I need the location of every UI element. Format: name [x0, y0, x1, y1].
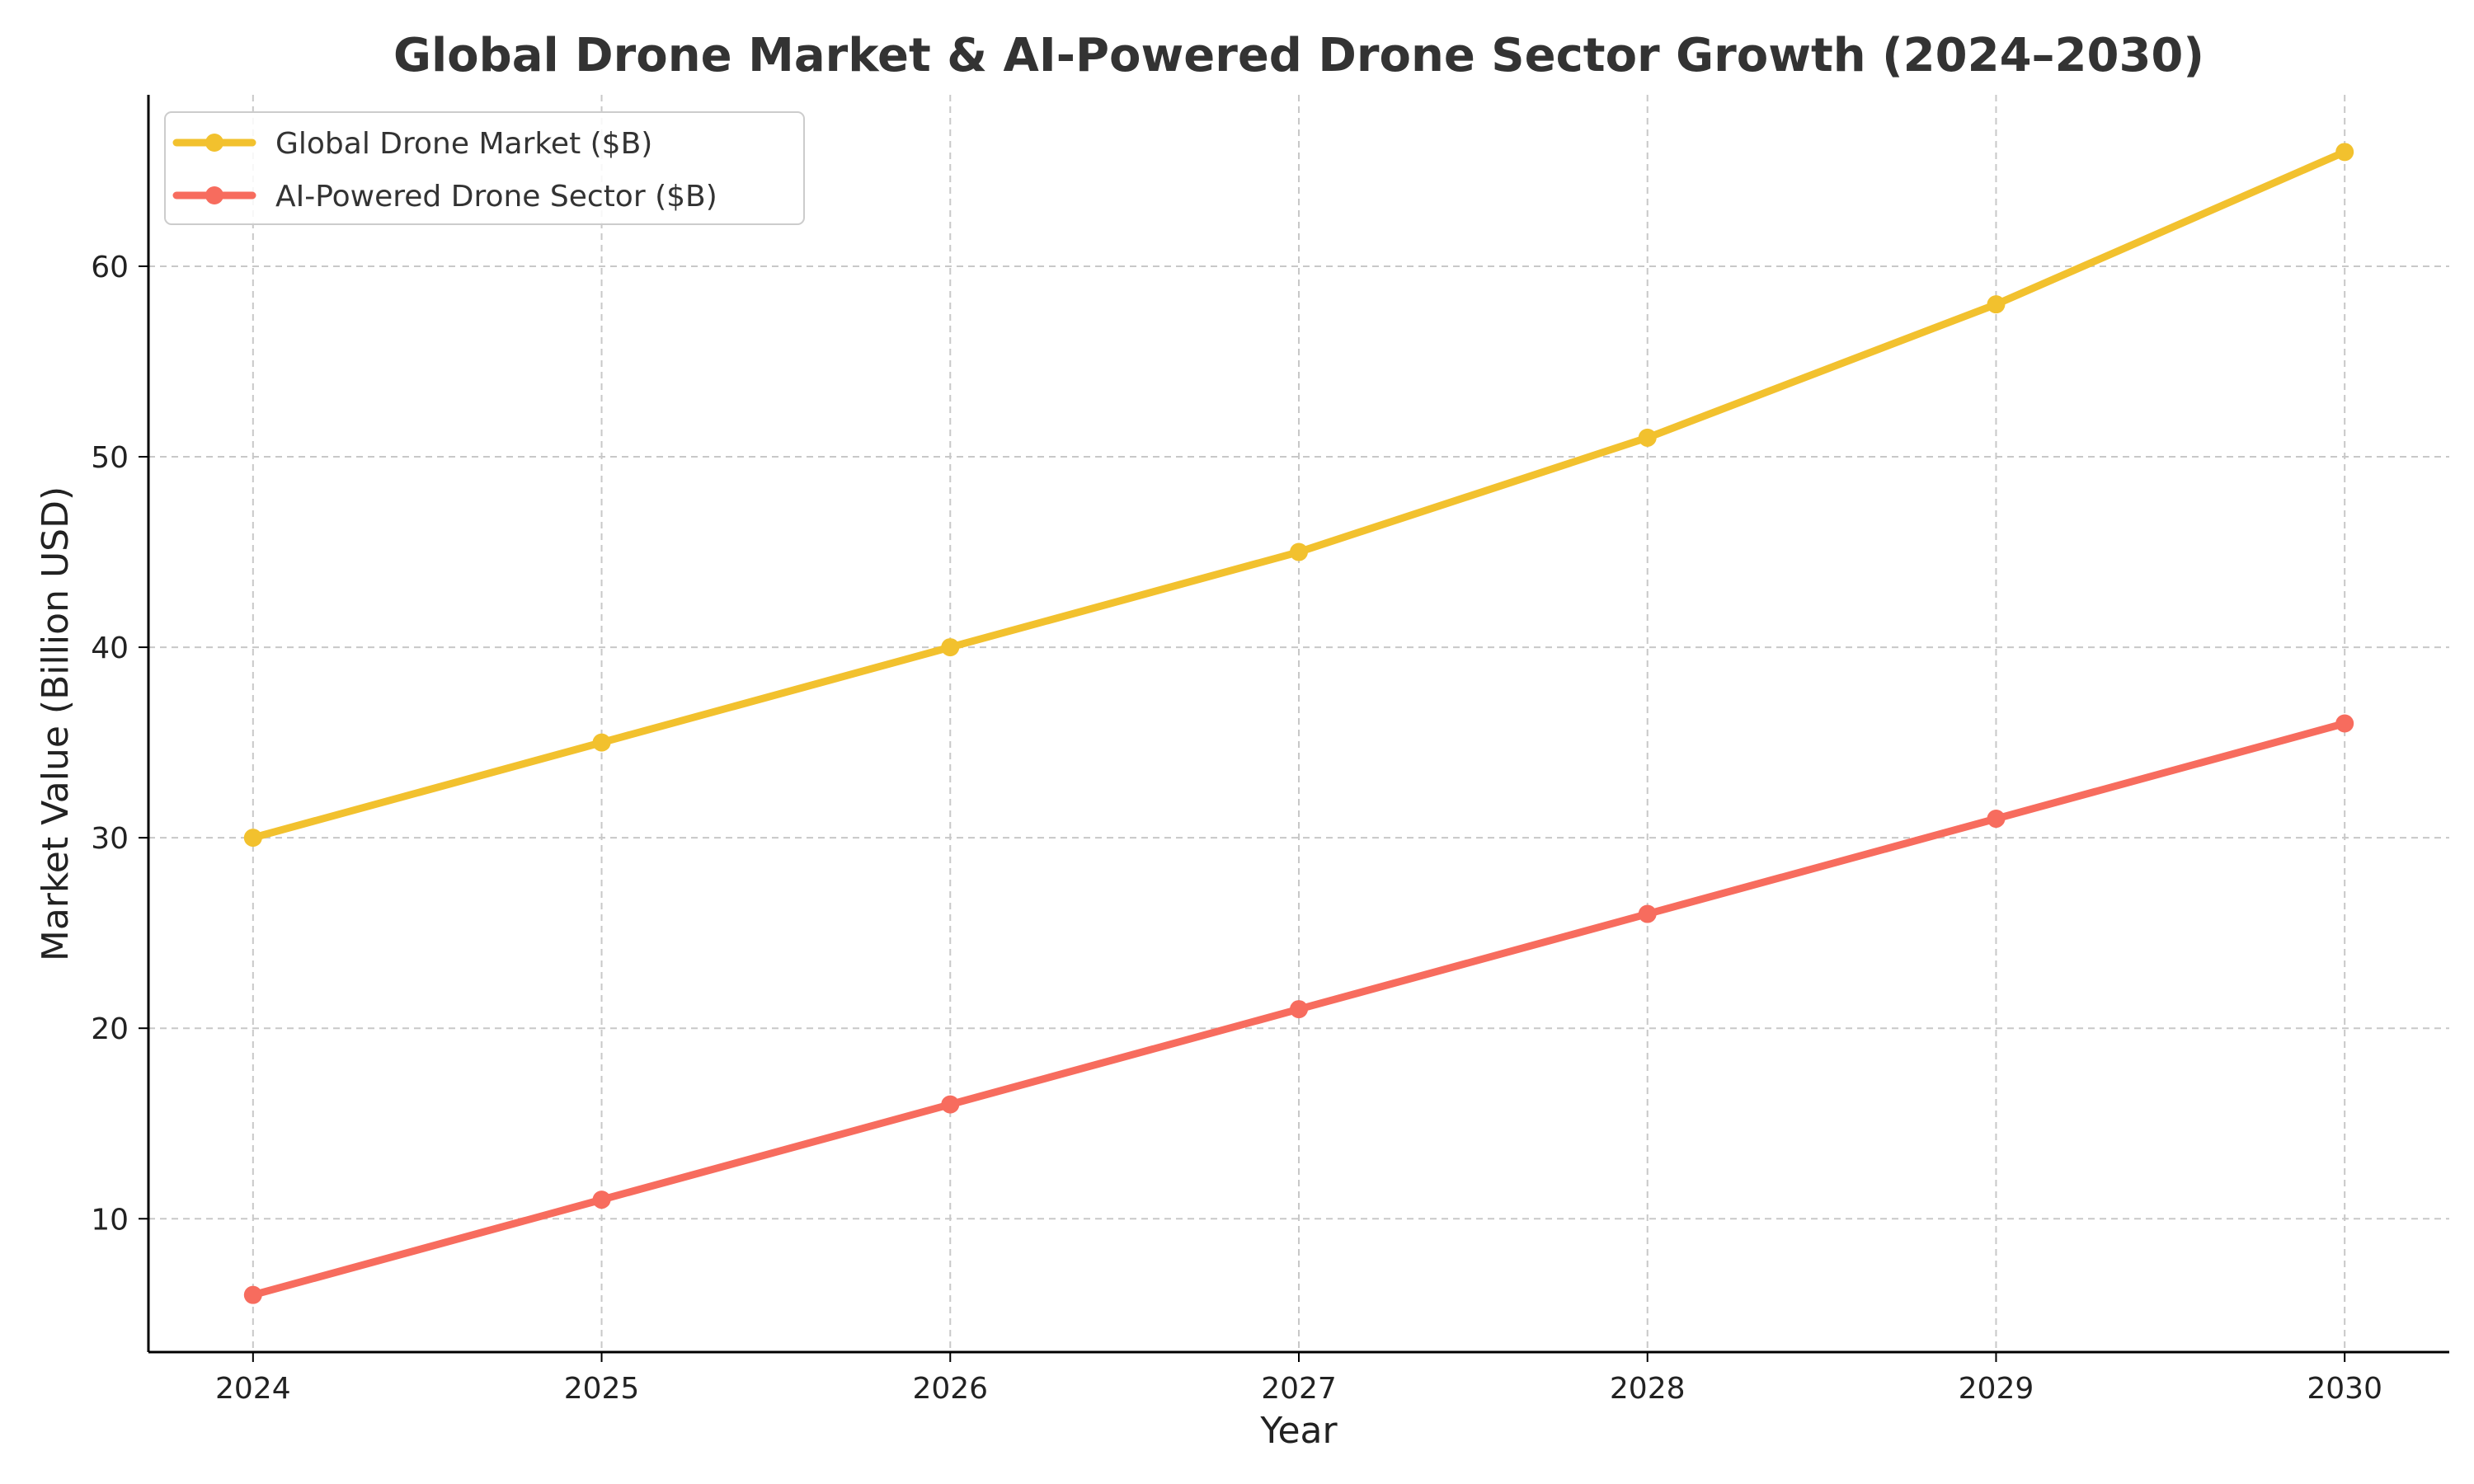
- y-tick-label: 20: [91, 1012, 129, 1046]
- x-tick-label: 2029: [1959, 1372, 2034, 1406]
- chart-title: Global Drone Market & AI-Powered Drone S…: [393, 29, 2204, 82]
- data-point: [941, 1095, 960, 1114]
- grid: [148, 95, 2449, 1352]
- y-tick-label: 10: [91, 1203, 129, 1237]
- legend-item: Global Drone Market ($B): [172, 127, 652, 161]
- data-point: [1638, 904, 1657, 923]
- y-axis-label: Market Value (Billion USD): [35, 486, 77, 961]
- x-axis-ticks: 2024 2025 2026 2027 2028 2029 2030: [215, 1352, 2382, 1406]
- x-tick-label: 2027: [1261, 1372, 1337, 1406]
- legend: Global Drone Market ($B) AI-Powered Drone…: [164, 111, 805, 225]
- data-point: [592, 1190, 611, 1209]
- y-tick-label: 50: [91, 441, 129, 475]
- data-point: [592, 733, 611, 752]
- x-axis-label: Year: [1259, 1410, 1338, 1452]
- data-point: [1638, 428, 1657, 447]
- data-point: [2335, 143, 2354, 162]
- data-point: [1290, 542, 1308, 561]
- data-point: [1987, 810, 2006, 829]
- y-tick-label: 40: [91, 632, 129, 665]
- legend-label: AI-Powered Drone Sector ($B): [275, 180, 717, 214]
- data-point: [1290, 1000, 1308, 1019]
- legend-marker: [205, 186, 223, 204]
- legend-box: [164, 111, 805, 225]
- data-point: [941, 638, 960, 657]
- x-tick-label: 2028: [1610, 1372, 1686, 1406]
- data-point: [1987, 295, 2006, 314]
- y-axis-ticks: 10 20 30 40 50 60: [91, 251, 148, 1237]
- x-tick-label: 2026: [912, 1372, 988, 1406]
- data-point: [2335, 714, 2354, 733]
- data-point: [243, 1285, 262, 1304]
- data-point: [243, 829, 262, 848]
- series-1: [243, 143, 2354, 848]
- legend-marker: [205, 134, 223, 152]
- series-layer: [243, 143, 2354, 1304]
- y-tick-label: 30: [91, 822, 129, 856]
- x-tick-label: 2030: [2307, 1372, 2382, 1406]
- x-tick-label: 2025: [564, 1372, 640, 1406]
- x-tick-label: 2024: [215, 1372, 291, 1406]
- y-tick-label: 60: [91, 251, 129, 284]
- legend-item: AI-Powered Drone Sector ($B): [172, 180, 717, 214]
- series-2: [243, 714, 2354, 1304]
- legend-label: Global Drone Market ($B): [275, 127, 652, 161]
